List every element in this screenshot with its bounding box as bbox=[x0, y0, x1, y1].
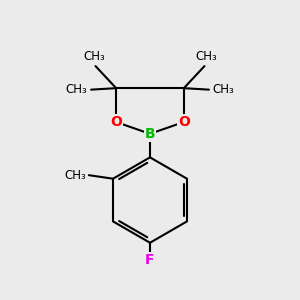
Text: O: O bbox=[110, 115, 122, 129]
Text: CH₃: CH₃ bbox=[65, 83, 87, 96]
Text: CH₃: CH₃ bbox=[195, 50, 217, 63]
Text: B: B bbox=[145, 127, 155, 141]
Text: CH₃: CH₃ bbox=[65, 169, 86, 182]
Text: O: O bbox=[178, 115, 190, 129]
Text: CH₃: CH₃ bbox=[83, 50, 105, 63]
Text: CH₃: CH₃ bbox=[213, 83, 235, 96]
Text: F: F bbox=[145, 254, 155, 267]
